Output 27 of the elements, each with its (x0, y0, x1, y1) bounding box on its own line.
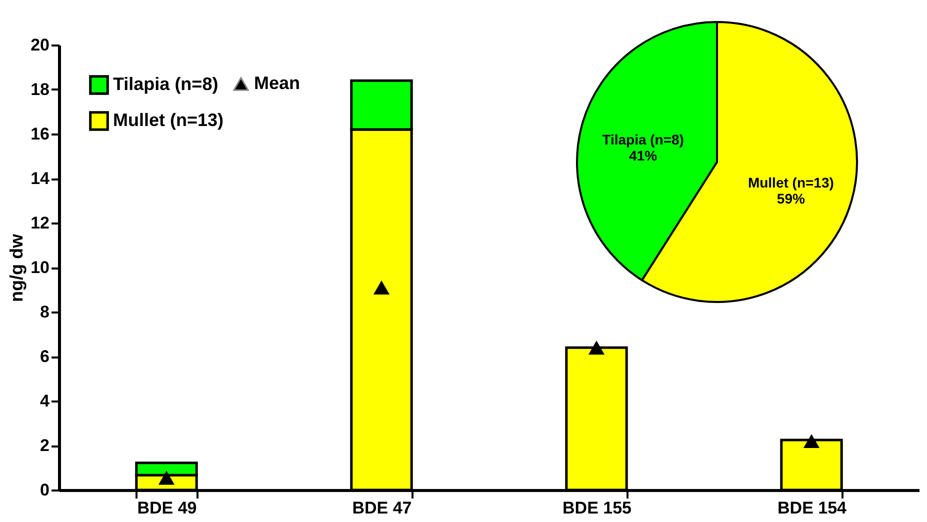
y-tick-label: 4 (40, 392, 50, 410)
slice-label: Mullet (n=13) (748, 174, 834, 190)
data-label: 59% (776, 190, 806, 206)
y-tick-label: 2 (40, 436, 50, 455)
legend-label: Mean (254, 73, 300, 93)
y-tick-label: 20 (30, 36, 50, 54)
y-tick-label: 14 (30, 169, 50, 188)
point (803, 434, 820, 448)
y-tick-label: 10 (30, 258, 50, 277)
point (373, 280, 390, 295)
x-tick-label: BDE 47 (352, 498, 412, 518)
legend-label: Mullet (n=13) (113, 110, 224, 130)
point (588, 340, 605, 355)
data-label: 41% (629, 148, 658, 164)
slice-label: Tilapia (n=8) (602, 132, 684, 148)
x-tick-label: BDE 154 (778, 498, 848, 518)
x-tick-label: BDE 49 (137, 498, 197, 518)
y-axis-title: ng/g dw (6, 233, 27, 302)
y-tick-label: 8 (40, 302, 50, 322)
y-tick-label: 0 (40, 480, 50, 500)
x-tick-label: BDE 155 (562, 498, 632, 518)
y-tick-label: 6 (40, 347, 50, 366)
point (158, 470, 175, 485)
legend-label: Tilapia (n=8) (113, 74, 218, 94)
y-tick-label: 16 (30, 124, 50, 144)
y-tick-label: 18 (30, 80, 50, 99)
y-tick-label: 12 (30, 214, 50, 232)
